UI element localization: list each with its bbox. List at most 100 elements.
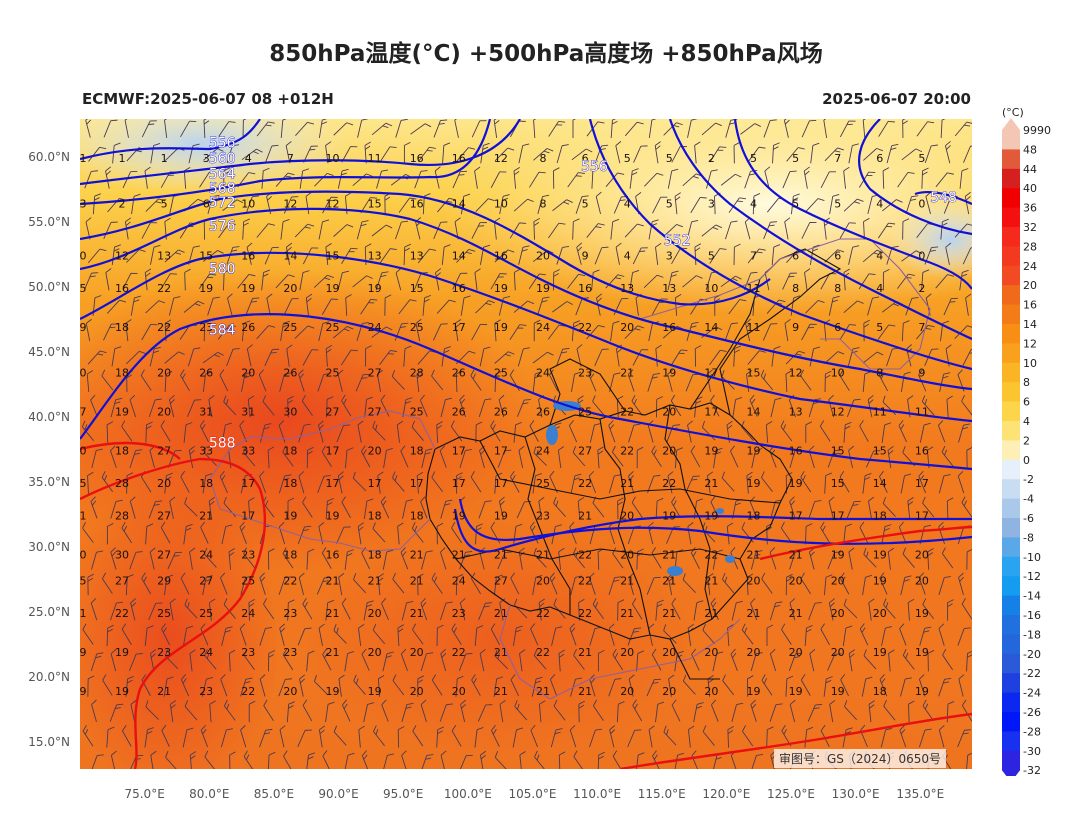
temperature-value: 21 [494, 607, 508, 620]
temperature-value: 22 [578, 321, 592, 334]
wind-barb [474, 166, 481, 189]
wind-barb [655, 242, 662, 265]
colorbar-label: -8 [1023, 531, 1034, 544]
wind-barb [935, 274, 955, 289]
colorbar-label: -30 [1023, 745, 1041, 758]
wind-barb [103, 323, 119, 341]
wind-barb [839, 120, 856, 138]
wind-barb [728, 197, 747, 213]
temperature-value: 31 [199, 406, 213, 419]
wind-barb [422, 193, 431, 215]
temperature-value: 22 [241, 685, 255, 698]
wind-barb [940, 119, 949, 139]
wind-barb [552, 269, 561, 291]
wind-barb [848, 143, 859, 164]
wind-barb [122, 171, 138, 189]
temperature-value: 20 [241, 367, 255, 380]
temperature-value: 5 [666, 198, 673, 211]
temperature-value: 23 [241, 549, 255, 562]
wind-barb [245, 195, 259, 214]
wind-barb [226, 144, 240, 164]
wind-barb [436, 299, 456, 314]
wind-barb [945, 242, 952, 265]
wind-barb [471, 120, 487, 138]
temperature-value: 6 [876, 152, 883, 165]
wind-barb [805, 198, 825, 213]
wind-barb [944, 140, 951, 164]
wind-barb [591, 167, 600, 189]
weather-map[interactable]: 1 1 1 3 4 7 10 11 16 16 12 8 6 5 5 2 5 5 7 6 5 3 2 5 6 10 12 12 15 16… [80, 119, 972, 769]
wind-barb [843, 166, 850, 189]
temperature-value: 17 [704, 406, 718, 419]
temperature-value: 15 [831, 477, 845, 490]
wind-barb [556, 144, 569, 164]
wind-barb [218, 222, 236, 239]
temperature-value: 15 [873, 445, 887, 458]
colorbar-label: 12 [1023, 337, 1037, 350]
wind-barb [533, 148, 554, 161]
temperature-value: 17 [452, 321, 466, 334]
temperature-value: 21 [620, 575, 634, 588]
wind-barb [145, 300, 166, 314]
wind-barb [878, 120, 895, 137]
temperature-value: 23 [452, 607, 466, 620]
temperature-value: 6 [834, 321, 841, 334]
latitude-tick-label: 15.0°N [28, 735, 70, 749]
wind-barb [241, 148, 263, 161]
colorbar-cell [1002, 304, 1020, 325]
wind-barb [916, 121, 935, 137]
wind-barb [804, 268, 811, 291]
temperature-value: 19 [662, 367, 676, 380]
wind-barb [294, 223, 315, 238]
wind-barb [728, 299, 747, 315]
wind-barb [763, 119, 777, 138]
temperature-value: 1 [80, 607, 87, 620]
wind-barb [302, 247, 319, 265]
wind-barb [371, 224, 393, 237]
wind-barb [183, 300, 205, 313]
wind-barb [901, 148, 923, 161]
wind-barb [829, 193, 840, 215]
height-contour-label: 548 [930, 190, 957, 206]
temperature-value: 4 [750, 198, 757, 211]
wind-barb [435, 268, 442, 291]
temperature-value: 21 [536, 549, 550, 562]
colorbar-label: -2 [1023, 473, 1034, 486]
temperature-value: 20 [157, 477, 171, 490]
wind-barb [863, 147, 884, 161]
wind-barb [88, 146, 107, 162]
temperature-value: 25 [326, 321, 340, 334]
wind-barb [572, 119, 577, 138]
wind-barb [452, 272, 468, 290]
temperature-value: 20 [620, 321, 634, 334]
wind-barb [537, 194, 550, 215]
colorbar-label: 28 [1023, 240, 1037, 253]
wind-barb [648, 119, 659, 138]
wind-barb [242, 119, 250, 139]
wind-barb [824, 147, 844, 162]
wind-barb [882, 167, 890, 189]
wind-barb [295, 121, 315, 136]
wind-barb [694, 141, 701, 164]
wind-barb [571, 320, 580, 342]
wind-barb [575, 195, 589, 214]
wind-barb [567, 273, 586, 289]
temperature-value: 21 [494, 685, 508, 698]
wind-barb [610, 218, 620, 240]
wind-barb [858, 273, 876, 290]
colorbar-label: 14 [1023, 318, 1037, 331]
temperature-value: 19 [915, 685, 929, 698]
temperature-value: 22 [620, 406, 634, 419]
temperature-value: 5 [80, 477, 87, 490]
wind-barb [901, 320, 910, 342]
wind-barb [150, 244, 161, 265]
temperature-value: 19 [494, 282, 508, 295]
wind-barb [824, 249, 845, 263]
temperature-value: 20 [620, 646, 634, 659]
wind-barb [207, 296, 220, 316]
wind-barb [805, 300, 825, 314]
temperature-value: 9 [792, 321, 799, 334]
wind-barb [103, 119, 118, 138]
wind-barb [533, 119, 540, 139]
temperature-value: 16 [452, 152, 466, 165]
